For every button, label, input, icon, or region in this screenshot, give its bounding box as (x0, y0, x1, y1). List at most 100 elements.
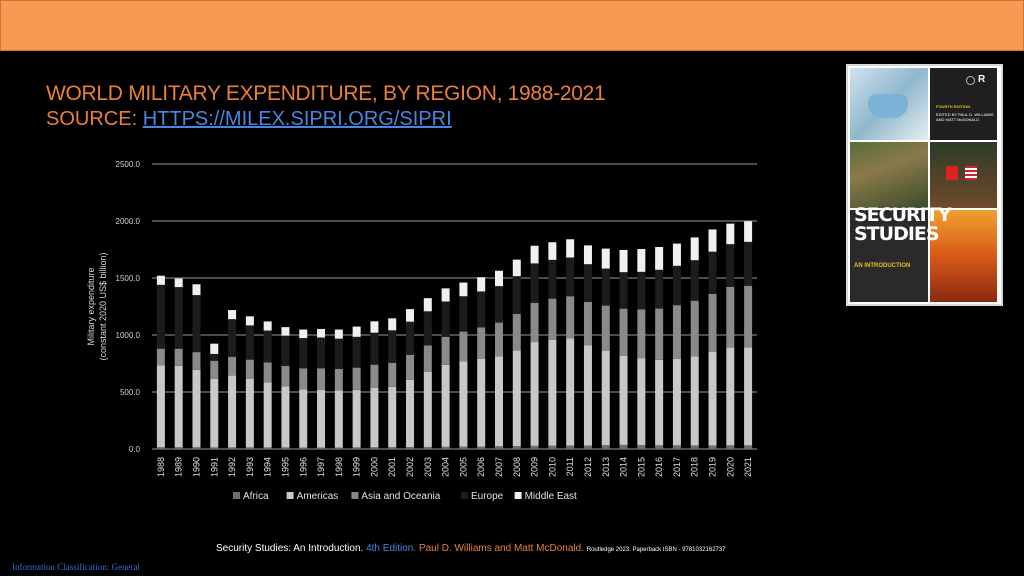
bar-segment (477, 327, 486, 359)
bar-segment (690, 445, 699, 449)
bar-segment (583, 264, 592, 302)
source-label: SOURCE: (46, 108, 143, 130)
bar-segment (192, 352, 201, 370)
bar-segment (156, 447, 165, 449)
citation-edition: 4th Edition. (366, 543, 417, 554)
bar-segment (406, 379, 415, 448)
bar-segment (459, 331, 468, 362)
bar-segment (156, 275, 165, 285)
x-tick-label: 2012 (583, 457, 593, 477)
x-tick-label: 1991 (209, 457, 219, 477)
book-cover-image: R FOURTH EDITION EDITED BY PAUL D. WILLI… (846, 64, 1003, 306)
bar-segment (637, 249, 646, 272)
x-tick-label: 1993 (245, 457, 255, 477)
bar-segment (299, 338, 308, 369)
bar-segment (245, 325, 254, 360)
bar-segment (441, 336, 450, 365)
x-tick-label: 2020 (725, 457, 735, 477)
top-banner (0, 0, 1024, 51)
source-link[interactable]: HTTPS://MILEX.SIPRI.ORG/SIPRI (142, 108, 452, 130)
bar-segment (281, 327, 290, 336)
x-tick-label: 2005 (458, 457, 468, 477)
bar-segment (726, 286, 735, 348)
bar-segment (601, 268, 610, 306)
bar-segment (317, 447, 326, 449)
bar-segment (352, 447, 361, 449)
bar-segment (334, 390, 343, 448)
bar-segment (423, 371, 432, 447)
bar-segment (210, 360, 219, 380)
bar-segment (477, 446, 486, 449)
bar-segment (708, 293, 717, 352)
x-tick-label: 2000 (369, 457, 379, 477)
bar-segment (281, 335, 290, 366)
bar-segment (619, 272, 628, 309)
bar-segment (601, 445, 610, 449)
bar-segment (655, 359, 664, 446)
bar-segment (156, 365, 165, 448)
bar-segment (637, 358, 646, 446)
bar-segment (477, 358, 486, 447)
bar-segment (228, 375, 237, 448)
bar-segment (708, 351, 717, 446)
bar-segment (672, 265, 681, 306)
bar-segment (690, 300, 699, 357)
bar-segment (459, 296, 468, 332)
bar-segment (334, 338, 343, 369)
bar-segment (370, 364, 379, 389)
bar-segment (406, 447, 415, 449)
bar-segment (388, 386, 397, 448)
bar-segment (477, 277, 486, 292)
bar-segment (530, 342, 539, 446)
bar-segment (619, 355, 628, 445)
bar-segment (352, 389, 361, 448)
bar-segment (619, 249, 628, 273)
x-tick-label: 1992 (227, 457, 237, 477)
bar-segment (192, 447, 201, 449)
x-tick-label: 2007 (494, 457, 504, 477)
y-tick-label: 500.0 (120, 388, 141, 397)
bar-segment (317, 328, 326, 338)
bar-segment (334, 447, 343, 449)
bar-segment (601, 305, 610, 351)
bar-segment (388, 330, 397, 363)
bar-segment (388, 447, 397, 449)
bar-segment (459, 361, 468, 447)
legend-swatch (286, 492, 294, 499)
bar-segment (299, 329, 308, 339)
bar-segment (690, 356, 699, 446)
publisher-ring-icon (966, 76, 975, 85)
y-tick-label: 2500.0 (116, 160, 141, 169)
x-tick-label: 1997 (316, 457, 326, 477)
book-citation: Security Studies: An Introduction. 4th E… (216, 543, 726, 554)
x-tick-label: 2003 (423, 457, 433, 477)
publisher-logo: R (978, 74, 986, 85)
legend-swatch (461, 492, 468, 499)
legend-label: Europe (471, 491, 504, 502)
y-tick-label: 1500.0 (116, 274, 141, 283)
bar-segment (566, 445, 575, 449)
bar-segment (441, 446, 450, 449)
bar-segment (566, 296, 575, 339)
legend-label: Middle East (525, 491, 577, 502)
bar-segment (281, 386, 290, 448)
bar-segment (245, 379, 254, 448)
y-tick-label: 1000.0 (116, 331, 141, 340)
bar-segment (726, 244, 735, 287)
bar-segment (245, 447, 254, 449)
bar-segment (210, 447, 219, 449)
legend-swatch (514, 492, 522, 499)
bar-segment (192, 369, 201, 448)
bar-segment (477, 291, 486, 328)
bar-segment (441, 364, 450, 447)
x-tick-label: 2004 (441, 457, 451, 477)
x-tick-label: 2011 (565, 457, 575, 476)
x-tick-label: 1998 (334, 457, 344, 477)
bar-segment (726, 445, 735, 449)
bar-segment (744, 241, 753, 286)
bar-segment (317, 337, 326, 369)
bar-segment (583, 445, 592, 449)
bar-segment (726, 347, 735, 446)
bar-segment (388, 362, 397, 387)
x-tick-label: 1996 (298, 457, 308, 477)
